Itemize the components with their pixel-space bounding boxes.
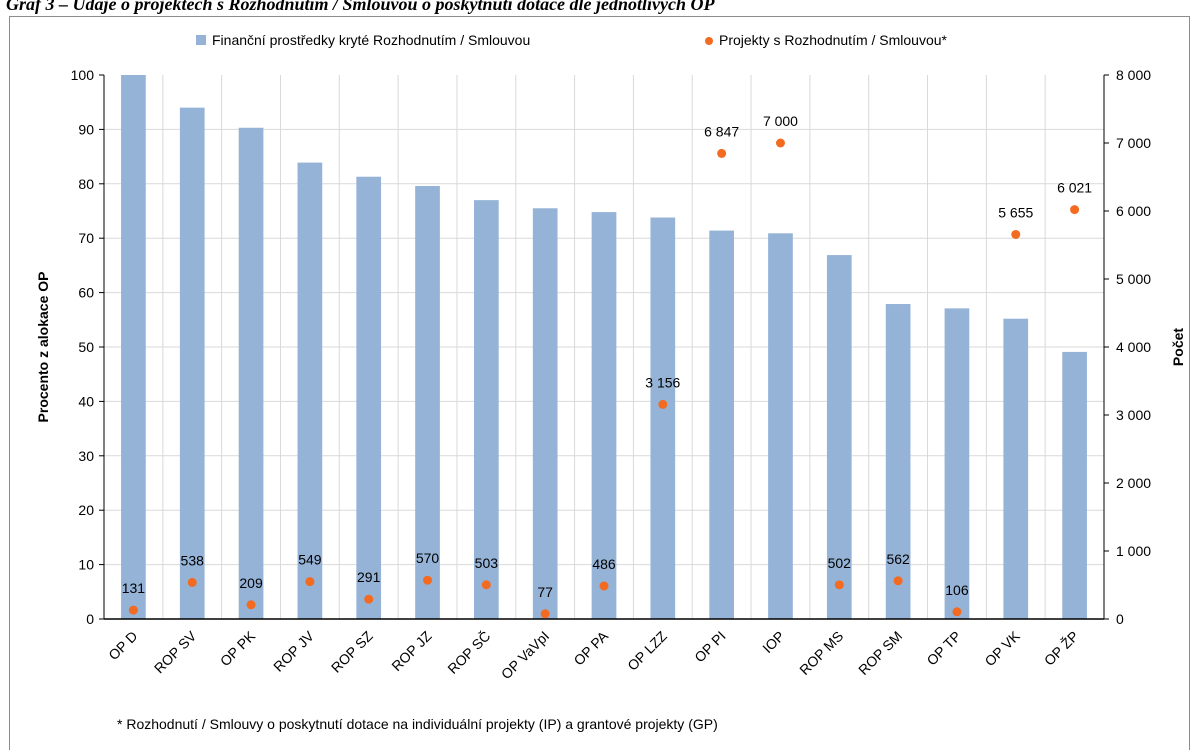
data-label: 291 <box>357 569 381 585</box>
data-point <box>364 594 374 604</box>
y-tick-label: 50 <box>78 339 94 355</box>
x-tick-label: OP PK <box>217 627 259 669</box>
data-point <box>305 577 315 587</box>
y-tick-label: 0 <box>86 611 94 627</box>
legend-point-label: Projekty s Rozhodnutím / Smlouvou* <box>719 32 948 48</box>
y2-tick-label: 6 000 <box>1116 203 1151 219</box>
bar <box>826 255 852 619</box>
bar <box>121 75 146 619</box>
y2-tick-label: 8 000 <box>1116 67 1151 83</box>
y-tick-label: 10 <box>78 557 94 573</box>
y-tick-label: 20 <box>78 502 94 518</box>
data-point <box>834 580 844 590</box>
data-label: 538 <box>181 552 205 568</box>
data-point <box>481 580 491 590</box>
data-label: 549 <box>298 552 322 568</box>
data-point <box>1011 229 1021 239</box>
x-tick-label: OP PA <box>570 627 611 668</box>
data-point <box>893 576 903 586</box>
x-tick-label: OP LZZ <box>624 627 670 673</box>
bar <box>532 208 558 619</box>
y-tick-label: 100 <box>71 67 95 83</box>
x-tick-label: ROP MS <box>796 628 846 678</box>
y-tick-label: 70 <box>78 230 94 246</box>
x-tick-label: ROP JV <box>270 627 317 674</box>
data-point <box>599 581 609 591</box>
y-axis-title: Procento z alokace OP <box>35 272 51 423</box>
bar <box>238 127 264 619</box>
x-tick-label: ROP SV <box>151 627 200 676</box>
chart-frame <box>9 16 1190 750</box>
x-tick-label: OP VK <box>981 627 1023 669</box>
data-label: 6 847 <box>704 123 739 139</box>
bar <box>179 107 205 619</box>
data-label: 209 <box>239 575 263 591</box>
data-point <box>540 609 550 619</box>
legend-bar-swatch <box>196 35 206 45</box>
bar <box>709 230 734 620</box>
bar <box>591 212 617 619</box>
bar <box>944 308 970 619</box>
data-label: 562 <box>886 551 910 567</box>
y2-tick-label: 7 000 <box>1116 135 1151 151</box>
data-point <box>658 399 668 409</box>
bar <box>1062 351 1087 619</box>
y2-tick-label: 1 000 <box>1116 543 1151 559</box>
x-tick-label: OP PI <box>691 628 729 666</box>
data-label: 7 000 <box>763 113 798 129</box>
bar <box>650 217 676 619</box>
data-label: 502 <box>828 555 852 571</box>
data-point <box>1070 205 1080 215</box>
x-tick-label: ROP SČ <box>444 628 493 677</box>
data-label: 486 <box>592 556 616 572</box>
data-label: 106 <box>945 582 969 598</box>
x-tick-label: OP TP <box>923 628 964 669</box>
y-tick-label: 80 <box>78 176 94 192</box>
x-tick-label: ROP JZ <box>388 627 435 674</box>
data-label: 77 <box>537 584 553 600</box>
y2-tick-label: 3 000 <box>1116 407 1151 423</box>
data-label: 3 156 <box>645 374 680 390</box>
data-point <box>423 575 433 585</box>
legend-point-swatch <box>705 37 713 45</box>
x-tick-label: IOP <box>759 628 787 656</box>
y-tick-label: 30 <box>78 448 94 464</box>
x-tick-label: OP D <box>105 628 140 663</box>
bar <box>1003 318 1029 619</box>
page-title: Graf 3 – Údaje o projektech s Rozhodnutí… <box>6 0 715 14</box>
x-tick-label: OP VaVpI <box>498 628 552 682</box>
y2-tick-label: 0 <box>1116 611 1124 627</box>
x-tick-label: ROP SZ <box>328 627 376 675</box>
y-tick-label: 90 <box>78 121 94 137</box>
y2-tick-label: 5 000 <box>1116 271 1151 287</box>
x-tick-label: OP ŽP <box>1041 628 1082 669</box>
y2-tick-label: 2 000 <box>1116 475 1151 491</box>
data-point <box>246 600 256 610</box>
data-label: 503 <box>475 555 499 571</box>
legend-bar-label: Finanční prostředky kryté Rozhodnutím / … <box>212 32 530 48</box>
bar <box>356 176 382 619</box>
data-point <box>128 605 138 615</box>
y-tick-label: 60 <box>78 285 94 301</box>
bar <box>474 200 499 619</box>
x-tick-label: ROP SM <box>855 628 905 678</box>
footnote: * Rozhodnutí / Smlouvy o poskytnutí dota… <box>117 716 718 732</box>
bar <box>885 304 911 619</box>
data-label: 5 655 <box>998 204 1033 220</box>
data-point <box>952 607 962 617</box>
y2-tick-label: 4 000 <box>1116 339 1151 355</box>
data-point <box>717 148 727 158</box>
y-tick-label: 40 <box>78 393 94 409</box>
data-point <box>775 138 785 148</box>
bar <box>297 162 323 620</box>
data-label: 6 021 <box>1057 180 1092 196</box>
bar <box>415 185 440 619</box>
bar <box>768 233 793 619</box>
y2-axis-title: Počet <box>1170 328 1186 366</box>
data-label: 570 <box>416 550 440 566</box>
data-point <box>187 577 197 587</box>
data-label: 131 <box>122 580 146 596</box>
